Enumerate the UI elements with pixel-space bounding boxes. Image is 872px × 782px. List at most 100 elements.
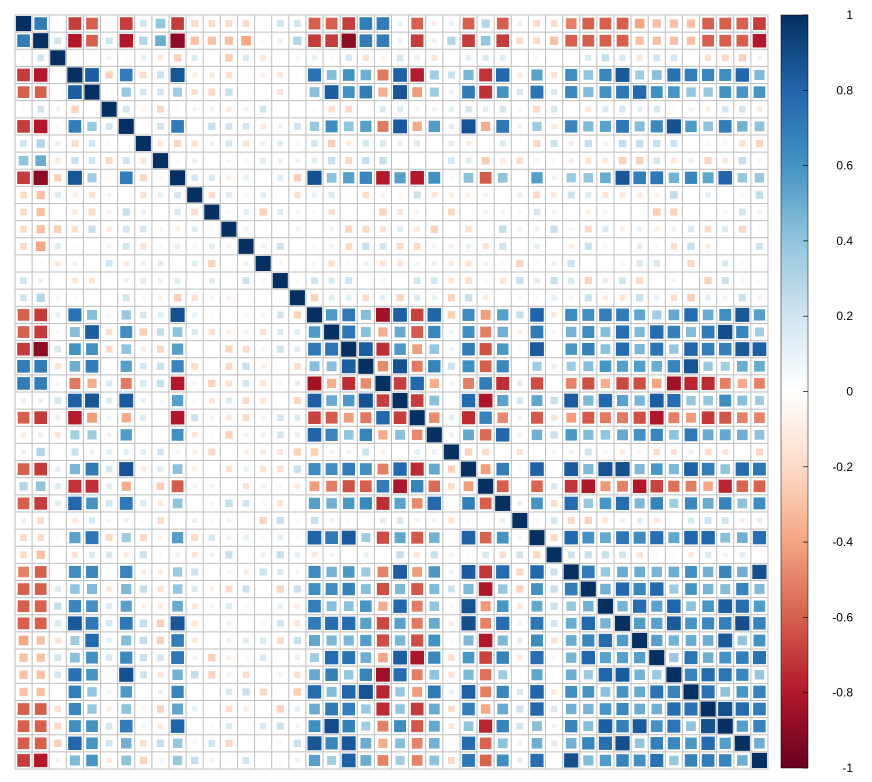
heatmap-cell	[618, 156, 627, 165]
heatmap-cell	[551, 209, 557, 215]
heatmap-cell	[758, 553, 761, 556]
heatmap-cell	[496, 719, 509, 733]
heatmap-cell	[495, 495, 511, 511]
heatmap-cell	[531, 497, 543, 510]
heatmap-cell	[650, 720, 663, 733]
heatmap-cell	[496, 68, 510, 82]
heatmap-cell	[394, 720, 407, 733]
heatmap-cell	[706, 141, 710, 146]
heatmap-cell	[157, 586, 164, 593]
heatmap-cell	[255, 255, 271, 272]
heatmap-cell	[278, 672, 283, 677]
heatmap-cell	[429, 532, 440, 543]
heatmap-cell	[358, 393, 373, 408]
heatmap-cell	[584, 276, 592, 285]
heatmap-cell	[516, 705, 524, 713]
heatmap-cell	[654, 226, 660, 232]
heatmap-cell	[719, 565, 732, 579]
heatmap-cell	[296, 245, 299, 248]
heatmap-cell	[192, 449, 198, 455]
heatmap-cell	[619, 54, 626, 61]
heatmap-cell	[704, 276, 712, 285]
heatmap-cell	[754, 412, 765, 424]
heatmap-cell	[550, 517, 558, 524]
heatmap-cell	[393, 85, 408, 100]
heatmap-cell	[123, 518, 129, 523]
heatmap-cell	[71, 140, 79, 147]
heatmap-cell	[276, 722, 284, 730]
heatmap-cell	[68, 410, 82, 425]
heatmap-cell	[17, 754, 30, 767]
heatmap-cell	[720, 361, 730, 371]
heatmap-cell	[34, 497, 47, 510]
heatmap-cell	[69, 464, 81, 475]
heatmap-cell	[105, 37, 113, 45]
heatmap-cell	[192, 398, 197, 403]
heatmap-cell	[535, 261, 539, 266]
heatmap-cell	[584, 242, 592, 250]
heatmap-cell	[307, 376, 322, 391]
heatmap-cell	[414, 226, 420, 233]
heatmap-cell	[684, 651, 698, 665]
heatmap-cell	[295, 262, 299, 265]
heatmap-cell	[704, 54, 712, 62]
heatmap-cell	[650, 531, 664, 545]
heatmap-cell	[72, 209, 78, 215]
heatmap-cell	[517, 21, 523, 26]
heatmap-cell	[411, 326, 424, 338]
heatmap-cell	[427, 496, 441, 511]
heatmap-cell	[432, 244, 437, 249]
heatmap-cell	[428, 120, 440, 133]
heatmap-cell	[17, 359, 30, 373]
heatmap-cell	[242, 414, 250, 422]
heatmap-cell	[570, 108, 573, 111]
heatmap-cell	[326, 601, 337, 612]
heatmap-cell	[71, 105, 79, 113]
heatmap-cell	[652, 670, 662, 680]
heatmap-cell	[686, 412, 696, 423]
heatmap-cell	[393, 308, 407, 322]
heatmap-cell	[105, 534, 113, 542]
heatmap-cell	[345, 105, 353, 113]
heatmap-cell	[396, 294, 404, 302]
heatmap-cell	[719, 69, 732, 81]
heatmap-cell	[701, 668, 715, 682]
heatmap-cell	[483, 278, 488, 283]
heatmap-cell	[225, 739, 233, 747]
heatmap-cell	[496, 376, 510, 390]
heatmap-cell	[346, 141, 352, 147]
heatmap-cell	[668, 480, 680, 492]
heatmap-cell	[584, 448, 592, 456]
heatmap-cell	[516, 397, 524, 404]
heatmap-cell	[54, 654, 62, 662]
heatmap-cell	[36, 225, 45, 234]
heatmap-cell	[119, 496, 133, 510]
heatmap-cell	[226, 535, 232, 540]
heatmap-cell	[262, 228, 264, 230]
heatmap-cell	[600, 618, 611, 629]
heatmap-cell	[415, 209, 420, 215]
heatmap-cell	[108, 296, 111, 299]
heatmap-cell	[740, 261, 744, 266]
heatmap-cell	[447, 294, 456, 302]
heatmap-cell	[414, 55, 420, 61]
heatmap-cell	[737, 635, 748, 646]
heatmap-cell	[463, 172, 474, 183]
heatmap-cell	[293, 311, 302, 319]
heatmap-cell	[461, 119, 476, 134]
heatmap-cell	[583, 429, 594, 440]
heatmap-cell	[552, 348, 556, 351]
heatmap-cell	[720, 464, 731, 474]
heatmap-cell	[519, 245, 521, 247]
heatmap-cell	[738, 225, 746, 233]
heatmap-cell	[565, 68, 578, 81]
heatmap-cell	[108, 365, 111, 368]
heatmap-cell	[71, 448, 79, 456]
heatmap-cell	[635, 36, 644, 45]
heatmap-cell	[122, 208, 130, 216]
heatmap-cell	[309, 635, 320, 646]
heatmap-cell	[465, 157, 472, 164]
heatmap-cell	[723, 141, 728, 146]
heatmap-cell	[684, 530, 698, 545]
heatmap-cell	[393, 68, 407, 82]
